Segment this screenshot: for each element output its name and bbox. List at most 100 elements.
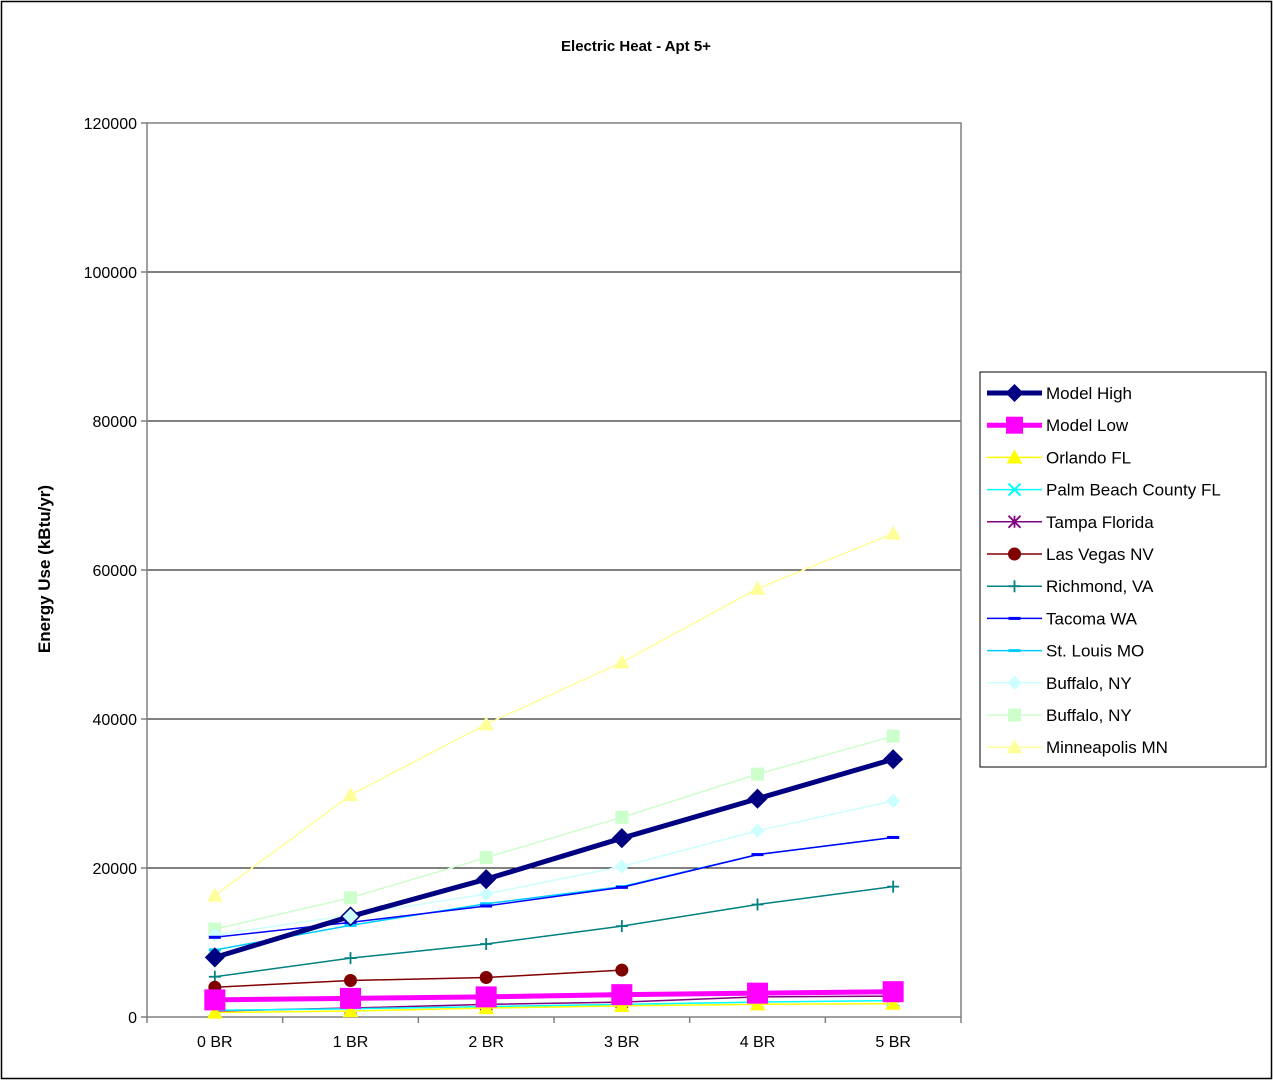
y-tick-label: 40000	[93, 712, 138, 729]
data-point	[342, 786, 359, 802]
series-line	[214, 1002, 894, 1014]
series-line	[214, 999, 894, 1012]
data-point	[480, 904, 493, 908]
data-point	[480, 937, 493, 950]
data-point	[615, 920, 628, 933]
data-point	[751, 853, 764, 857]
data-point	[476, 869, 497, 890]
data-point	[479, 851, 493, 865]
chart-title: Electric Heat - Apt 5+	[561, 38, 711, 55]
data-point	[887, 880, 900, 893]
legend-swatch-marker	[1008, 580, 1021, 593]
legend-item: Minneapolis MN	[987, 738, 1168, 757]
legend-label: Model Low	[1046, 416, 1129, 435]
data-point	[751, 898, 764, 911]
data-point	[883, 749, 904, 770]
data-point	[344, 973, 357, 987]
legend: Model High Model Low Orlando FL Palm Beach …	[979, 371, 1267, 768]
x-tick-label: 5 BR	[875, 1034, 911, 1051]
legend-label: Buffalo, NY	[1046, 706, 1132, 725]
series	[204, 525, 904, 1019]
data-point	[478, 716, 495, 731]
x-tick-label: 2 BR	[468, 1034, 504, 1051]
series-line	[214, 989, 894, 1003]
data-point	[750, 823, 765, 838]
series-1	[204, 981, 904, 1011]
data-point	[882, 981, 904, 1003]
data-point	[208, 935, 221, 939]
gridlines	[147, 271, 961, 869]
legend-box	[979, 371, 1267, 768]
axes: 0 20000 40000 60000 80000 100000 120000 0 BR 1 B…	[84, 116, 962, 1051]
legend-item: Tampa Florida	[987, 513, 1154, 532]
data-point	[749, 580, 766, 595]
data-point	[615, 810, 629, 824]
x-tick-label: 4 BR	[740, 1034, 776, 1051]
data-point	[206, 1004, 223, 1019]
data-point	[611, 984, 633, 1006]
legend-label: St. Louis MO	[1046, 642, 1144, 661]
legend-label: Tampa Florida	[1046, 513, 1154, 532]
legend-item: Palm Beach County FL	[987, 481, 1221, 500]
data-point	[751, 767, 764, 781]
data-point	[340, 987, 361, 1009]
data-point	[206, 887, 223, 902]
data-point	[885, 995, 902, 1010]
x-tick-label: 3 BR	[604, 1034, 640, 1051]
legend-item: Tacoma WA	[987, 609, 1138, 628]
legend-item: Orlando FL	[987, 448, 1131, 467]
legend-item: Model Low	[987, 416, 1129, 435]
data-point	[480, 902, 493, 906]
legend-label: Buffalo, NY	[1046, 674, 1132, 693]
data-point	[613, 654, 630, 669]
legend-swatch-marker	[1006, 416, 1023, 434]
legend-item: Richmond, VA	[987, 577, 1154, 596]
legend-item: Buffalo, NY	[987, 674, 1132, 693]
legend-swatch-marker	[1006, 449, 1023, 464]
data-point	[204, 947, 225, 968]
series-9	[207, 793, 901, 943]
legend-label: Minneapolis MN	[1046, 738, 1168, 757]
legend-label: Las Vegas NV	[1046, 545, 1154, 564]
y-tick-label: 120000	[84, 116, 137, 133]
data-point	[475, 986, 497, 1008]
legend-swatch-marker	[1008, 708, 1021, 722]
data-point	[479, 971, 493, 985]
legend-item: Buffalo, NY	[987, 706, 1132, 725]
legend-swatch-marker	[1008, 649, 1021, 653]
series-line	[214, 532, 894, 897]
data-point	[885, 525, 902, 540]
data-point	[479, 887, 494, 902]
y-tick-label: 100000	[84, 265, 137, 282]
data-point	[344, 891, 357, 905]
legend-label: Orlando FL	[1046, 448, 1131, 467]
legend-swatch-marker	[1006, 739, 1023, 754]
y-tick-label: 80000	[93, 414, 138, 431]
series-11	[206, 525, 902, 902]
y-axis-label: Energy Use (kBtu/yr)	[35, 485, 54, 653]
legend-label: Tacoma WA	[1046, 609, 1138, 628]
series-line	[214, 735, 894, 930]
data-point	[747, 982, 768, 1004]
series-line	[214, 800, 894, 936]
data-point	[344, 952, 357, 965]
legend-swatch-marker	[1005, 383, 1024, 403]
x-tick-label: 1 BR	[333, 1034, 369, 1051]
legend-swatch-marker	[1007, 482, 1022, 497]
data-point	[611, 828, 632, 849]
x-tick-label: 0 BR	[197, 1034, 233, 1051]
data-point	[615, 963, 629, 977]
data-point	[204, 989, 226, 1011]
data-point	[342, 1003, 359, 1018]
data-point	[886, 793, 901, 809]
y-tick-label: 0	[128, 1010, 137, 1027]
data-point	[614, 859, 629, 874]
legend-swatch-marker	[1007, 515, 1022, 529]
legend-label: Richmond, VA	[1046, 577, 1154, 596]
legend-item: Model High	[987, 383, 1132, 403]
legend-swatch-marker	[1008, 547, 1021, 561]
data-point	[887, 835, 900, 839]
series-line	[214, 969, 622, 988]
y-tick-label: 60000	[93, 563, 138, 580]
